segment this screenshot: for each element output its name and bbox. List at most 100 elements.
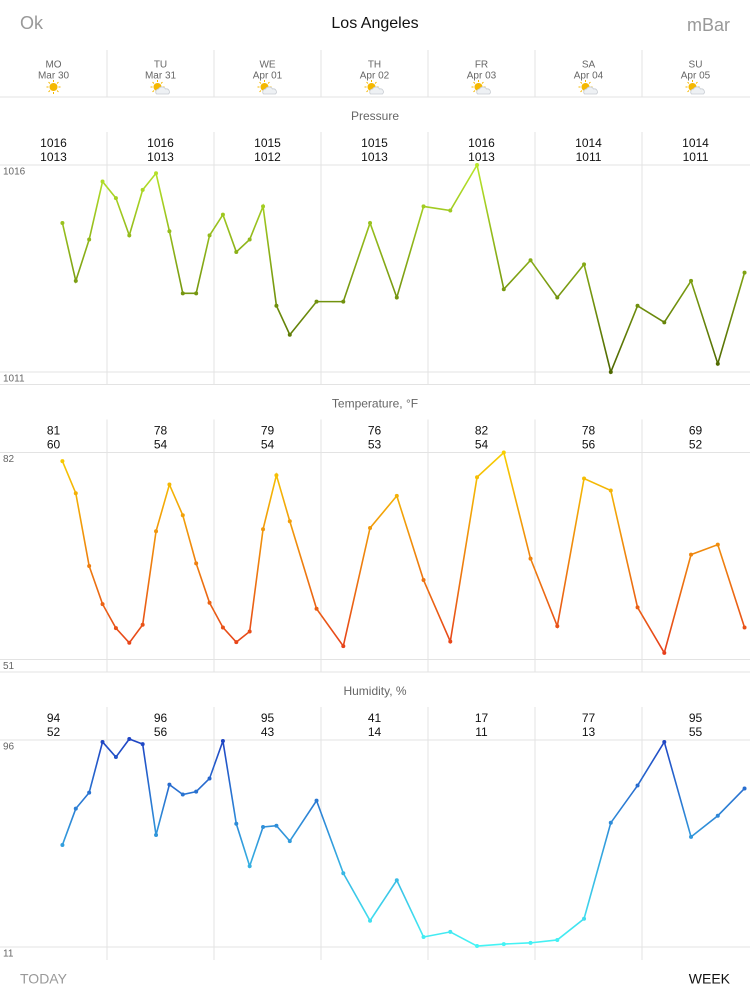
cloud (369, 86, 384, 95)
data-point (180, 291, 185, 296)
sun (49, 83, 58, 91)
y-tick-label: 11 (3, 949, 14, 960)
day-date: Apr 03 (467, 71, 497, 82)
sun-ray (152, 81, 155, 84)
sun-ray (366, 90, 369, 93)
sun-ray (160, 81, 163, 84)
unit-button[interactable]: mBar (687, 15, 730, 35)
daily-low: 55 (689, 725, 703, 739)
daily-low: 1013 (40, 150, 67, 164)
daily-high: 17 (475, 711, 489, 725)
data-point (167, 782, 172, 787)
chart-title: Temperature, °F (332, 397, 418, 411)
daily-low: 1013 (361, 150, 388, 164)
daily-low: 1011 (683, 150, 709, 164)
data-point (154, 529, 159, 534)
data-point (140, 622, 145, 627)
data-point (582, 262, 587, 267)
data-point (180, 513, 185, 518)
cloud (262, 86, 277, 95)
sun-ray (152, 90, 155, 93)
daily-low: 1012 (254, 150, 281, 164)
data-point (87, 790, 92, 795)
data-point (314, 606, 319, 611)
sun-ray (259, 90, 262, 93)
daily-low: 60 (47, 438, 61, 452)
data-point (689, 834, 694, 839)
data-point (220, 212, 225, 217)
sun-ray (473, 90, 476, 93)
daily-high: 1015 (361, 136, 388, 150)
y-tick-label: 51 (3, 661, 15, 672)
sun-ray (48, 90, 51, 93)
daily-low: 56 (154, 725, 168, 739)
y-tick-label: 96 (3, 742, 15, 753)
sun-ray (267, 81, 270, 84)
day-name: SA (582, 60, 596, 71)
sun-ray (374, 81, 377, 84)
data-point (528, 940, 533, 945)
data-point (261, 527, 266, 532)
data-point (528, 258, 533, 263)
data-point (274, 823, 279, 828)
day-date: Apr 02 (360, 71, 390, 82)
data-point (194, 291, 199, 296)
data-point (287, 839, 292, 844)
data-point (608, 820, 613, 825)
data-point (140, 742, 145, 747)
data-point (287, 332, 292, 337)
daily-low: 53 (368, 438, 382, 452)
sun-ray (687, 81, 690, 84)
data-point (287, 519, 292, 524)
daily-low: 54 (475, 438, 489, 452)
data-point (100, 602, 105, 607)
daily-high: 69 (689, 424, 703, 438)
data-point (234, 821, 239, 826)
daily-low: 13 (582, 725, 596, 739)
data-point (662, 320, 667, 325)
daily-high: 1014 (575, 136, 602, 150)
data-point (220, 738, 225, 743)
data-point (715, 542, 720, 547)
data-point (635, 605, 640, 610)
data-point (341, 644, 346, 649)
daily-high: 1016 (40, 136, 67, 150)
data-point (715, 361, 720, 366)
cloud (155, 86, 170, 95)
data-point (528, 556, 533, 561)
ok-button[interactable]: Ok (20, 13, 44, 33)
data-point (368, 918, 373, 923)
data-point (662, 739, 667, 744)
day-date: Apr 05 (681, 71, 711, 82)
data-point (448, 639, 453, 644)
sun-ray (481, 81, 484, 84)
sun-ray (366, 81, 369, 84)
day-date: Apr 04 (574, 71, 604, 82)
daily-low: 52 (47, 725, 61, 739)
sun-ray (48, 81, 51, 84)
data-point (113, 196, 118, 201)
data-point (140, 187, 145, 192)
data-point (207, 776, 212, 781)
data-point (194, 561, 199, 566)
data-point (154, 171, 159, 176)
daily-low: 56 (582, 438, 596, 452)
data-point (234, 249, 239, 254)
data-point (60, 842, 65, 847)
data-point (689, 278, 694, 283)
daily-low: 52 (689, 438, 703, 452)
data-point (247, 629, 252, 634)
data-point (421, 578, 426, 583)
daily-high: 1016 (468, 136, 495, 150)
today-button[interactable]: TODAY (20, 971, 68, 987)
day-name: MO (45, 60, 61, 71)
sun-ray (687, 90, 690, 93)
data-point (100, 179, 105, 184)
data-point (100, 739, 105, 744)
day-name: TU (154, 60, 167, 71)
data-point (501, 942, 506, 947)
data-point (274, 303, 279, 308)
data-point (314, 299, 319, 304)
week-button[interactable]: WEEK (689, 971, 731, 987)
day-name: SU (689, 60, 703, 71)
